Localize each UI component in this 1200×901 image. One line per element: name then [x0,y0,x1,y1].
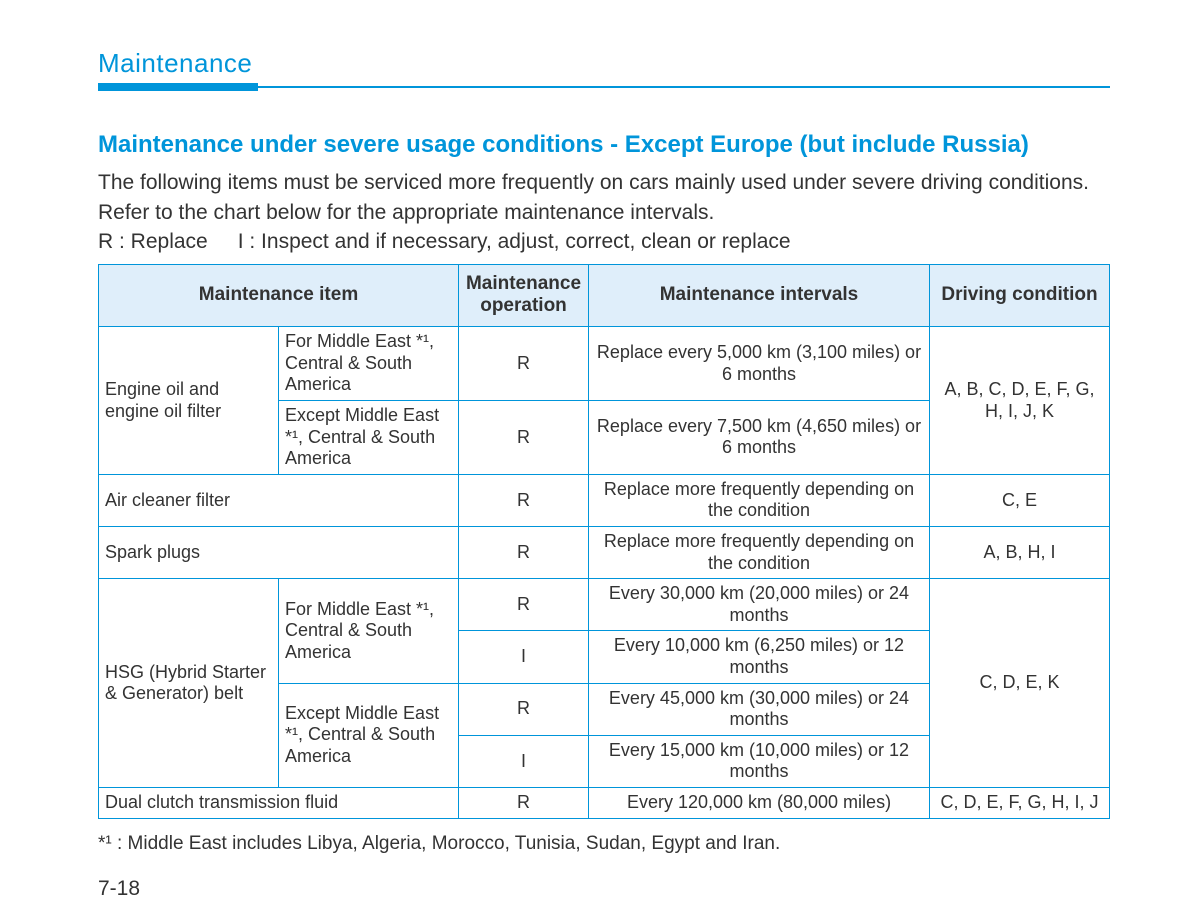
th-intervals: Maintenance intervals [589,264,930,327]
legend-inspect: I : Inspect and if necessary, adjust, co… [238,230,791,253]
header-rule-thick [98,83,258,91]
cell-interval: Replace more frequently depending on the… [589,527,930,579]
cell-interval: Replace every 7,500 km (4,650 miles) or … [589,401,930,475]
cell-item: Air cleaner filter [99,474,459,526]
cell-interval: Every 120,000 km (80,000 miles) [589,787,930,818]
cell-interval: Every 45,000 km (30,000 miles) or 24 mon… [589,683,930,735]
cell-region: Except Middle East *¹, Central & South A… [279,401,459,475]
table-row: Engine oil and engine oil filter For Mid… [99,327,1110,401]
page-header-title: Maintenance [98,48,1110,79]
cell-interval: Every 10,000 km (6,250 miles) or 12 mont… [589,631,930,683]
th-condition: Driving condition [930,264,1110,327]
header-rule-thin [258,86,1110,88]
cell-interval: Every 30,000 km (20,000 miles) or 24 mon… [589,579,930,631]
cell-op: R [459,401,589,475]
cell-op: R [459,683,589,735]
cell-op: R [459,474,589,526]
cell-op: R [459,579,589,631]
legend: R : Replace I : Inspect and if necessary,… [98,230,1110,254]
cell-region: For Middle East *¹, Central & South Amer… [279,327,459,401]
cell-condition: C, D, E, K [930,579,1110,788]
cell-region: For Middle East *¹, Central & South Amer… [279,579,459,683]
cell-op: R [459,787,589,818]
header-rule [98,83,1110,91]
page-number: 7-18 [98,877,1110,901]
cell-item: Engine oil and engine oil filter [99,327,279,475]
cell-item: Spark plugs [99,527,459,579]
cell-interval: Replace more frequently depending on the… [589,474,930,526]
table-header-row: Maintenance item Maintenance operation M… [99,264,1110,327]
cell-condition: C, D, E, F, G, H, I, J [930,787,1110,818]
cell-interval: Every 15,000 km (10,000 miles) or 12 mon… [589,735,930,787]
cell-item: HSG (Hybrid Starter & Generator) belt [99,579,279,788]
cell-condition: A, B, C, D, E, F, G, H, I, J, K [930,327,1110,475]
cell-op: I [459,631,589,683]
cell-op: R [459,527,589,579]
cell-region: Except Middle East *¹, Central & South A… [279,683,459,787]
cell-item: Dual clutch transmission fluid [99,787,459,818]
legend-replace: R : Replace [98,230,208,253]
th-item: Maintenance item [99,264,459,327]
table-row: Air cleaner filter R Replace more freque… [99,474,1110,526]
table-row: Spark plugs R Replace more frequently de… [99,527,1110,579]
cell-interval: Replace every 5,000 km (3,100 miles) or … [589,327,930,401]
cell-condition: C, E [930,474,1110,526]
footnote: *¹ : Middle East includes Libya, Algeria… [98,833,1110,855]
intro-line-2: Refer to the chart below for the appropr… [98,199,1110,227]
table-row: HSG (Hybrid Starter & Generator) belt Fo… [99,579,1110,631]
table-row: Dual clutch transmission fluid R Every 1… [99,787,1110,818]
cell-op: R [459,327,589,401]
cell-op: I [459,735,589,787]
th-operation: Maintenance operation [459,264,589,327]
intro-line-1: The following items must be serviced mor… [98,169,1110,197]
section-title: Maintenance under severe usage condition… [98,131,1110,159]
cell-condition: A, B, H, I [930,527,1110,579]
maintenance-table: Maintenance item Maintenance operation M… [98,264,1110,819]
